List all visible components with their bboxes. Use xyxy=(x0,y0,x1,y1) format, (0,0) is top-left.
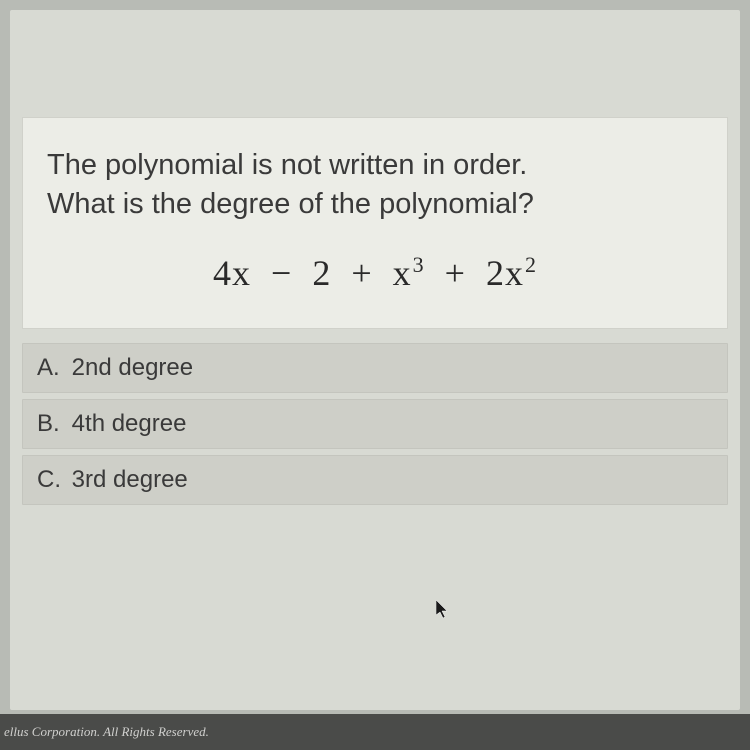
option-text: 4th degree xyxy=(72,410,187,437)
answer-option-c[interactable]: C. 3rd degree xyxy=(22,455,728,505)
footer-text: ellus Corporation. All Rights Reserved. xyxy=(4,724,209,739)
content-area: The polynomial is not written in order. … xyxy=(10,10,740,710)
spacer xyxy=(22,22,728,117)
answer-option-a[interactable]: A. 2nd degree xyxy=(22,343,728,393)
option-letter: A. xyxy=(37,354,65,382)
screen-surface: The polynomial is not written in order. … xyxy=(0,0,750,750)
option-letter: C. xyxy=(37,466,65,494)
question-card: The polynomial is not written in order. … xyxy=(22,117,728,329)
question-text: The polynomial is not written in order. … xyxy=(47,146,703,224)
polynomial-expression: 4x − 2 + x3 + 2x2 xyxy=(47,252,703,294)
question-line-1: The polynomial is not written in order. xyxy=(47,149,527,181)
option-text: 2nd degree xyxy=(72,354,193,381)
question-line-2: What is the degree of the polynomial? xyxy=(47,188,534,220)
option-text: 3rd degree xyxy=(72,466,188,493)
answer-option-b[interactable]: B. 4th degree xyxy=(22,399,728,449)
option-letter: B. xyxy=(37,410,65,438)
footer-bar: ellus Corporation. All Rights Reserved. xyxy=(0,714,750,750)
